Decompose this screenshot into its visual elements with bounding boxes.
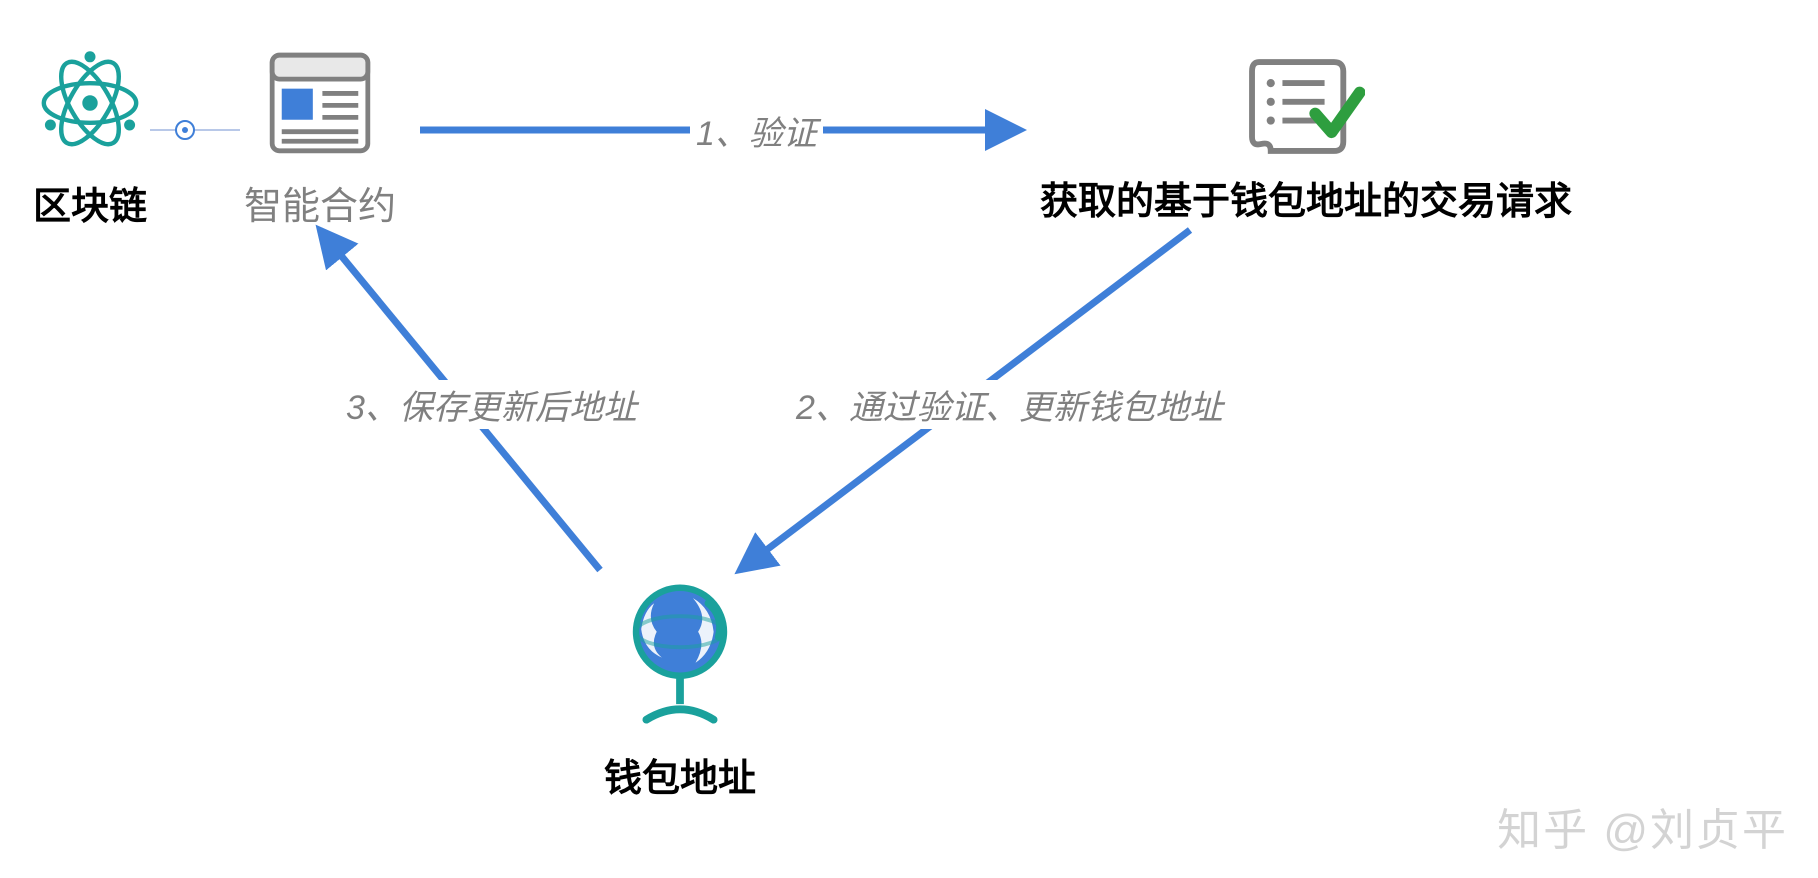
connector-dot xyxy=(176,121,194,139)
node-blockchain-label: 区块链 xyxy=(30,175,150,230)
node-transaction-label: 获取的基于钱包地址的交易请求 xyxy=(1040,170,1560,225)
node-wallet-label: 钱包地址 xyxy=(590,747,770,802)
edge-label-3: 3、保存更新后地址 xyxy=(340,380,643,429)
node-contract: 智能合约 xyxy=(240,48,400,230)
document-icon xyxy=(260,48,380,158)
atom-icon xyxy=(35,48,145,158)
node-blockchain: 区块链 xyxy=(30,48,150,230)
node-transaction: 获取的基于钱包地址的交易请求 xyxy=(1040,48,1560,225)
node-contract-label: 智能合约 xyxy=(240,175,400,230)
checklist-icon xyxy=(1235,48,1365,158)
edge-label-1: 1、验证 xyxy=(690,106,823,155)
watermark-text: 知乎 @刘贞平 xyxy=(1497,794,1788,858)
node-wallet: 钱包地址 xyxy=(590,580,770,802)
edge-label-2: 2、通过验证、更新钱包地址 xyxy=(790,380,1229,429)
globe-icon xyxy=(615,580,745,730)
